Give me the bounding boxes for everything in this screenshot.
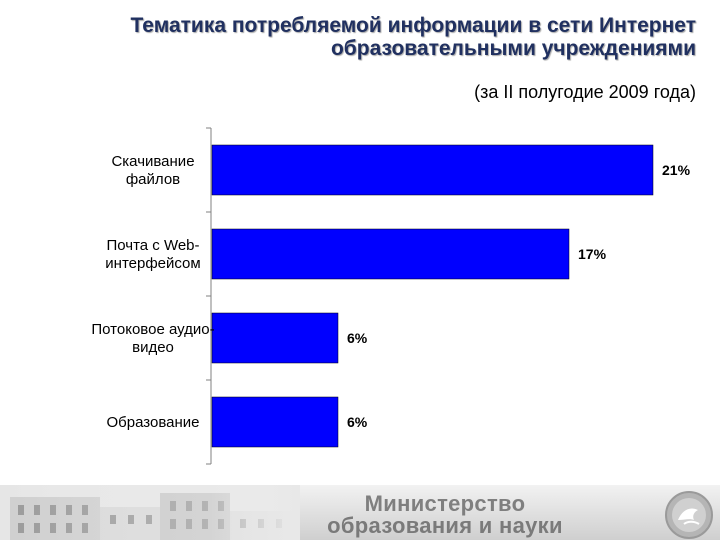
bar-3 xyxy=(211,312,339,364)
value-label-1: 21% xyxy=(662,162,691,178)
title-line-2: образовательными учреждениями xyxy=(330,37,696,60)
category-label-4: Образование xyxy=(107,414,200,431)
bar-4 xyxy=(211,396,339,448)
footer-band xyxy=(0,485,720,540)
category-label-line: Скачивание xyxy=(111,153,194,170)
chart-subtitle: (за II полугодие 2009 года) xyxy=(474,82,696,102)
category-label-line: файлов xyxy=(126,171,180,188)
title-line-1: Тематика потребляемой информации в сети … xyxy=(130,14,696,37)
category-label-line: видео xyxy=(132,339,174,356)
category-label-line: Почта с Web- xyxy=(106,237,199,254)
bar-chart: 21% Скачивание файлов 17% Почта с Web-интерф… xyxy=(91,127,691,465)
category-label-1: Скачивание файлов xyxy=(111,153,194,188)
value-label-3: 6% xyxy=(347,330,368,346)
category-label-line: Потоковое аудио- xyxy=(91,321,214,338)
building-photo xyxy=(0,485,300,540)
value-label-4: 6% xyxy=(347,414,368,430)
ministry-line-1: Министерство xyxy=(364,491,526,516)
page-title: Тематика потребляемой информации в сети … xyxy=(16,14,696,60)
category-label-line: интерфейсом xyxy=(105,255,200,272)
ministry-logo-text: Министерство образования и науки xyxy=(325,493,565,537)
ministry-line-2: образования и науки xyxy=(327,513,563,538)
emblem-icon xyxy=(665,491,713,539)
category-label-3: Потоковое аудио-видео xyxy=(91,321,214,356)
value-label-2: 17% xyxy=(578,246,607,262)
bar-2 xyxy=(211,228,570,280)
category-label-line: Образование xyxy=(107,414,200,431)
category-label-2: Почта с Web-интерфейсом xyxy=(105,237,200,272)
bar-1 xyxy=(211,144,654,196)
